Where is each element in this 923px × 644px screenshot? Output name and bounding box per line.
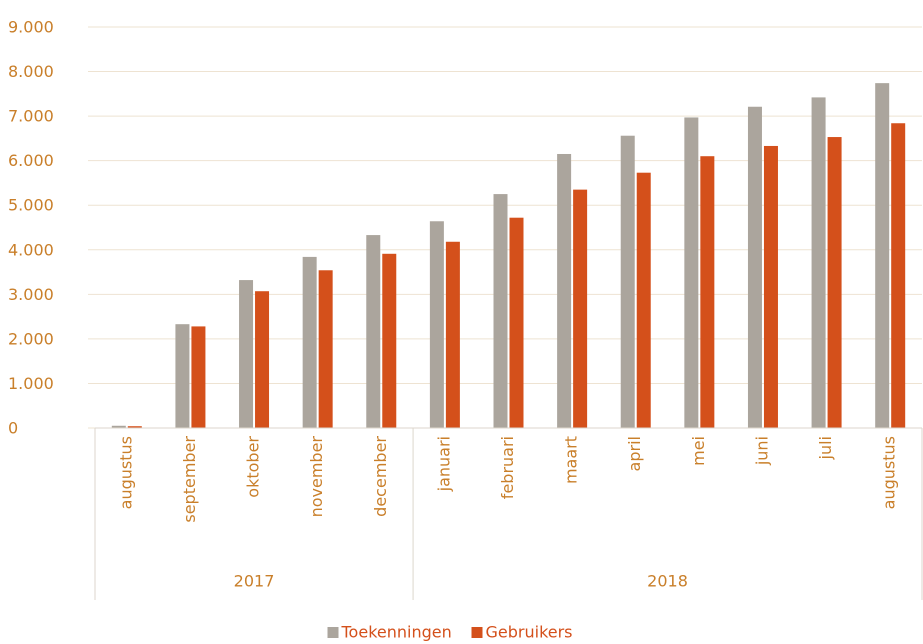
x-tick-label: juni [752,436,771,466]
y-tick-label: 6.000 [8,151,54,170]
bar [573,189,588,428]
x-tick-label: april [625,436,644,471]
y-tick-label: 8.000 [8,62,54,81]
x-tick-label: augustus [116,436,135,509]
x-tick-label: augustus [880,436,899,509]
x-tick-label: oktober [244,436,263,498]
y-tick-label: 4.000 [8,240,54,259]
group-label: 2017 [234,572,275,591]
legend-label: Gebruikers [486,623,573,642]
y-tick-label: 9.000 [8,18,54,37]
x-tick-label: september [180,436,199,523]
y-tick-label: 7.000 [8,107,54,126]
bar [684,117,699,428]
bar [620,135,635,428]
bar [875,83,890,428]
bar [891,123,906,429]
y-tick-label: 5.000 [8,196,54,215]
bar [239,280,254,428]
bar [111,425,126,428]
bar [811,97,826,429]
bar [318,270,333,428]
bar [493,194,508,428]
bar [429,221,444,428]
bar [700,156,715,428]
bar [763,145,778,429]
bar [557,153,572,428]
bar [382,253,397,428]
bar [747,106,762,428]
bar [191,326,206,428]
x-tick-label: november [307,436,326,518]
x-tick-label: december [371,436,390,517]
y-tick-label: 3.000 [8,285,54,304]
x-tick-label: mei [689,436,708,466]
bar [366,235,381,428]
x-tick-label: februari [498,436,517,499]
legend-swatch [471,627,483,638]
x-tick-label: maart [562,436,581,484]
bar [302,256,317,428]
legend-label: Toekenningen [341,623,452,642]
y-tick-label: 2.000 [8,329,54,348]
y-tick-label: 0 [8,419,18,438]
bar [827,137,842,428]
y-tick-label: 1.000 [8,374,54,393]
x-tick-label: januari [434,436,453,492]
x-tick-label: juli [816,436,835,460]
group-label: 2018 [647,572,688,591]
bar [445,241,460,428]
bar [509,217,524,428]
bar [255,291,270,428]
bar [127,426,142,428]
legend-swatch [327,627,339,638]
bar [636,172,651,428]
bar [175,324,190,428]
